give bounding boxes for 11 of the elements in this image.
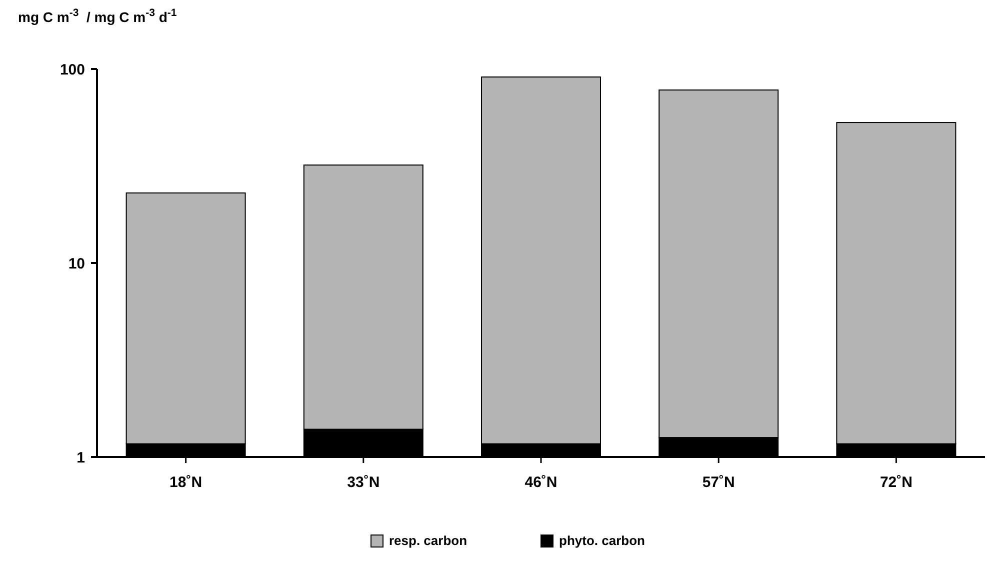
x-tick-label: 46˚N (524, 474, 558, 491)
x-tick-label: 18˚N (170, 474, 202, 491)
legend-label: phyto. carbon (559, 533, 646, 548)
x-tick-label: 72˚N (880, 474, 912, 491)
y-tick-label: 10 (68, 255, 85, 272)
y-tick-label: 100 (60, 61, 85, 78)
y-axis-title: mg C m$^{-3}$ / mg C m$^{-3}$ d$^{-1}$ (18, 7, 177, 25)
y-tick-label: 1 (76, 449, 85, 466)
legend-label: resp. carbon (389, 533, 468, 548)
x-tick-label: 33˚N (347, 474, 380, 491)
x-tick-label: 57˚N (702, 474, 735, 491)
